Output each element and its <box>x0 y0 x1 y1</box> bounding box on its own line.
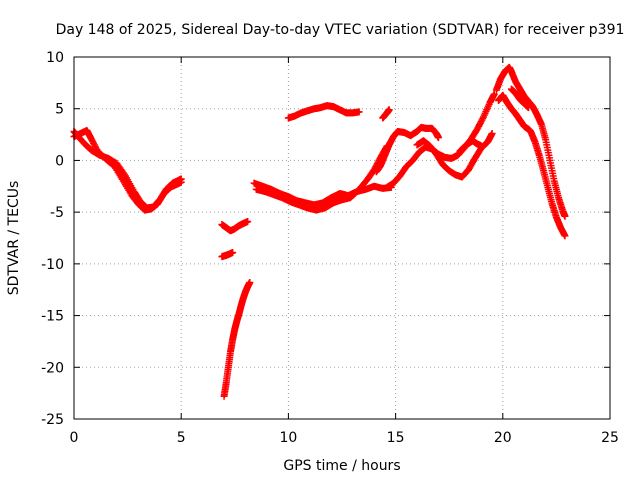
plot-frame <box>73 56 611 420</box>
y-tick-label: 5 <box>55 102 64 118</box>
y-tick-label: -15 <box>41 309 64 325</box>
data-point <box>490 90 498 98</box>
data-point <box>434 134 442 142</box>
data-point <box>561 212 569 220</box>
series-arc-k <box>456 137 485 155</box>
series-arc-n <box>507 85 533 112</box>
series-arc-l <box>492 63 569 220</box>
series-arc-c <box>218 248 237 261</box>
x-tick-labels: 0 5 10 15 20 25 <box>70 430 619 446</box>
y-tick-label: 10 <box>46 50 64 66</box>
data-point <box>355 108 363 116</box>
data-point <box>229 248 237 256</box>
x-tick-label: 15 <box>387 430 405 446</box>
series-arc-m <box>495 91 569 240</box>
data-point <box>244 217 252 225</box>
data-point <box>385 106 393 114</box>
series-arc-b <box>218 217 252 235</box>
series-arc-i <box>383 90 498 191</box>
series-arc-d <box>220 278 254 400</box>
x-tick-label: 20 <box>494 430 512 446</box>
y-axis-label: SDTVAR / TECUs <box>6 181 22 296</box>
data-point <box>488 130 496 138</box>
plot-area <box>70 63 569 400</box>
y-tick-label: -10 <box>41 257 64 273</box>
series-arc-a2 <box>70 126 185 214</box>
series-arc-a <box>70 127 185 212</box>
series-arc-f <box>284 102 363 122</box>
y-tick-label: -5 <box>50 205 64 221</box>
data-point <box>177 178 185 186</box>
y-tick-label: -25 <box>41 412 64 428</box>
series-arc-h <box>372 123 442 176</box>
x-tick-label: 5 <box>177 430 186 446</box>
x-tick-label: 10 <box>279 430 297 446</box>
chart-title: Day 148 of 2025, Sidereal Day-to-day VTE… <box>56 22 625 38</box>
y-tick-label: 0 <box>55 153 64 169</box>
data-point <box>246 278 254 286</box>
x-axis-label: GPS time / hours <box>283 458 400 474</box>
data-point <box>525 104 533 112</box>
data-point <box>561 232 569 240</box>
series-arc-j <box>413 130 496 181</box>
x-tick-label: 0 <box>70 430 79 446</box>
data-point <box>477 142 485 150</box>
y-tick-label: -20 <box>41 360 64 376</box>
y-tick-labels: -25 -20 -15 -10 -5 0 5 10 <box>41 50 64 428</box>
x-tick-label: 25 <box>601 430 619 446</box>
series-arc-g <box>379 106 393 122</box>
